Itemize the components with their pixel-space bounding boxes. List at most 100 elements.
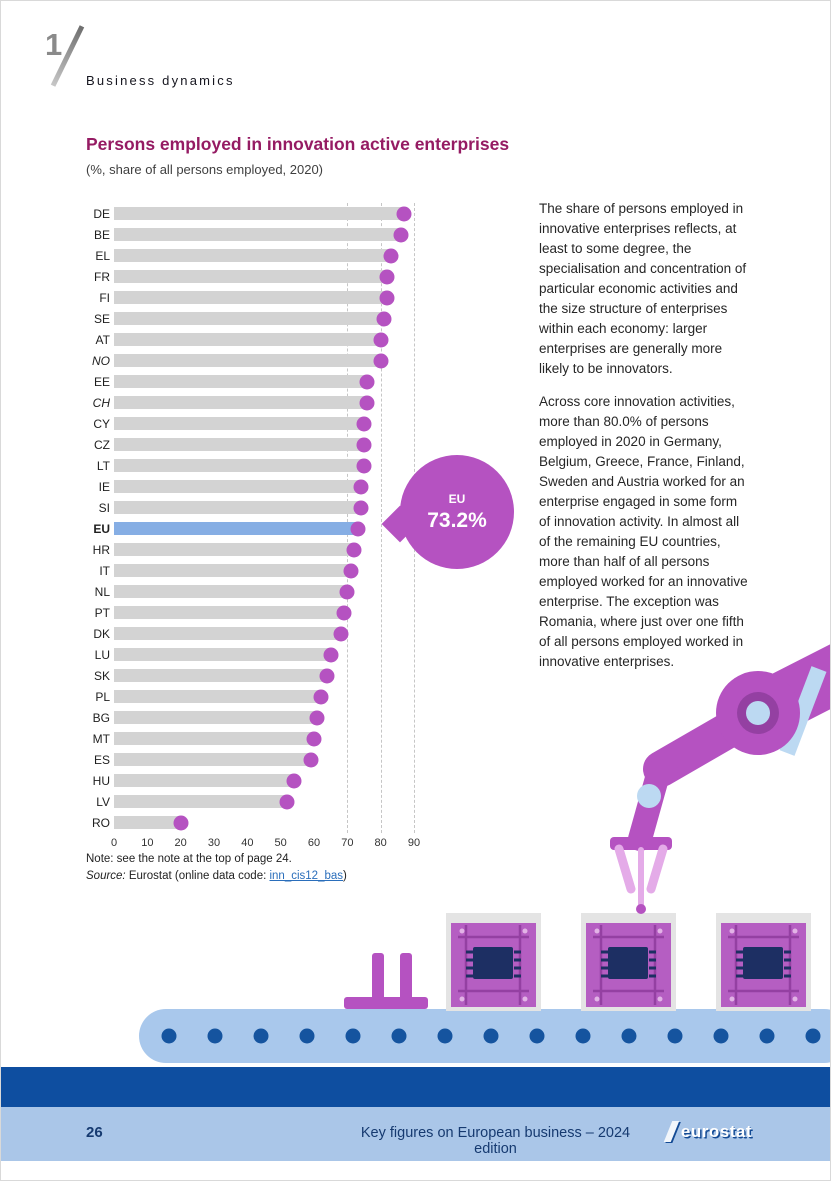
row-bar [114, 501, 361, 514]
row-dot [279, 794, 295, 809]
eu-callout-label: EU [448, 491, 466, 506]
row-bar [114, 564, 351, 577]
row-label: FI [99, 290, 110, 305]
page-number: 26 [86, 1124, 103, 1141]
row-label: ES [93, 752, 110, 767]
row-track [114, 731, 414, 746]
row-track [114, 206, 414, 221]
row-dot [359, 395, 375, 410]
row-bar [114, 711, 318, 724]
row-track [114, 500, 414, 515]
row-bar [114, 648, 331, 661]
chart-rows: DE BE EL FR FI SE AT NO EE CH CY CZ LT IE SI EU HR IT NL PT… [86, 203, 516, 833]
chart-row: SE [86, 308, 516, 329]
robot-arm [610, 644, 830, 914]
row-bar [114, 543, 354, 556]
component-stand [344, 953, 428, 1009]
eu-callout-value: 73.2% [427, 508, 487, 532]
x-tick-label: 30 [207, 837, 221, 849]
row-label: DE [93, 206, 110, 221]
row-label: CZ [94, 437, 110, 452]
row-dot [336, 605, 352, 620]
row-label: EE [93, 374, 110, 389]
chart-row: NO [86, 350, 516, 371]
row-bar [114, 438, 364, 451]
row-dot [286, 773, 302, 788]
chart-row: BE [86, 224, 516, 245]
gridline [380, 203, 382, 833]
row-bar [114, 480, 361, 493]
x-axis: 0 10 20 30 40 50 60 70 80 90 [111, 837, 420, 853]
chart-row: BG [86, 707, 516, 728]
chart-row: EU [86, 518, 516, 539]
row-dot [383, 248, 399, 263]
row-label: RO [92, 815, 110, 830]
row-dot [379, 290, 395, 305]
row-track [114, 521, 414, 536]
gridline [347, 203, 349, 833]
x-tick-label: 20 [174, 837, 187, 849]
source-link[interactable]: inn_cis12_bas [269, 870, 344, 882]
row-track [114, 248, 414, 263]
row-label: AT [95, 332, 110, 347]
row-bar [114, 417, 364, 430]
row-bar [114, 249, 391, 262]
chart-row: FR [86, 266, 516, 287]
row-track [114, 395, 414, 410]
row-dot [339, 584, 355, 599]
chart-row: HU [86, 770, 516, 791]
x-tick-label: 80 [374, 837, 387, 849]
row-dot [396, 206, 412, 221]
row-track [114, 437, 414, 452]
row-label: PT [94, 605, 110, 620]
row-bar [114, 774, 294, 787]
chart-row: LU [86, 644, 516, 665]
row-dot [323, 647, 339, 662]
row-bar [114, 795, 288, 808]
row-dot [343, 563, 359, 578]
row-track [114, 815, 414, 830]
row-label: LU [94, 647, 110, 662]
chart-row: CY [86, 413, 516, 434]
row-label: EU [93, 521, 110, 536]
row-bar [114, 375, 368, 388]
row-track [114, 269, 414, 284]
chart-row: CZ [86, 434, 516, 455]
commentary-paragraph: The share of persons employed in innovat… [539, 201, 747, 376]
chart-row: NL [86, 581, 516, 602]
row-track [114, 647, 414, 662]
row-dot [356, 458, 372, 473]
row-dot [356, 437, 372, 452]
row-track [114, 689, 414, 704]
chart-row: IE [86, 476, 516, 497]
row-track [114, 311, 414, 326]
row-dot [373, 332, 389, 347]
chart-row: AT [86, 329, 516, 350]
row-bar [114, 690, 321, 703]
row-label: IE [98, 479, 110, 494]
row-label: FR [94, 269, 110, 284]
row-track [114, 710, 414, 725]
row-bar [114, 816, 181, 829]
row-label: MT [92, 731, 110, 746]
row-label: HR [92, 542, 110, 557]
row-dot [346, 542, 362, 557]
row-label: NL [94, 584, 110, 599]
chart-row: LT [86, 455, 516, 476]
row-bar [114, 669, 328, 682]
row-bar [114, 732, 314, 745]
edition-title: Key figures on European business – 2024 … [360, 1125, 631, 1157]
row-track [114, 290, 414, 305]
row-bar [114, 312, 384, 325]
row-label: LT [96, 458, 110, 473]
figure-title: Persons employed in innovation active en… [86, 134, 510, 154]
row-dot [319, 668, 335, 683]
row-label: SK [93, 668, 110, 683]
row-dot [350, 521, 366, 536]
row-label: CY [93, 416, 110, 431]
chart-row: LV [86, 791, 516, 812]
chart-row: FI [86, 287, 516, 308]
row-dot [379, 269, 395, 284]
x-tick-label: 60 [307, 837, 321, 849]
row-label: CH [92, 395, 110, 410]
